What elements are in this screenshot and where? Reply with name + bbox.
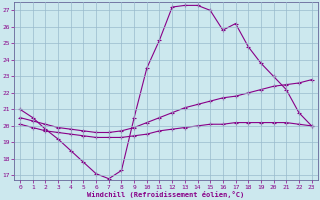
X-axis label: Windchill (Refroidissement éolien,°C): Windchill (Refroidissement éolien,°C) (87, 191, 244, 198)
